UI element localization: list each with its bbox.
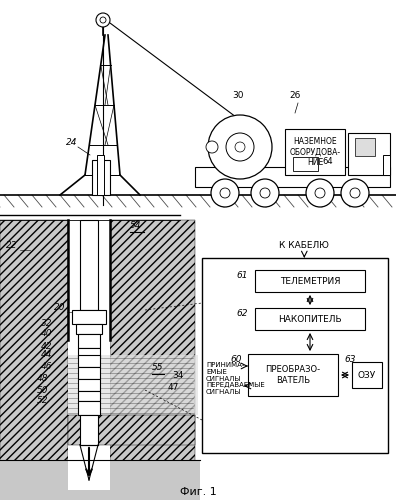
Bar <box>68 355 198 415</box>
Circle shape <box>100 17 106 23</box>
Text: 44: 44 <box>40 350 52 359</box>
Text: К КАБЕЛЮ: К КАБЕЛЮ <box>279 240 329 250</box>
Bar <box>78 379 100 391</box>
Text: 26: 26 <box>289 91 301 100</box>
Circle shape <box>350 188 360 198</box>
Circle shape <box>260 188 270 198</box>
Circle shape <box>341 179 369 207</box>
Bar <box>80 415 98 445</box>
Text: 50: 50 <box>36 386 48 395</box>
Circle shape <box>226 133 254 161</box>
Circle shape <box>96 13 110 27</box>
Bar <box>255 308 365 330</box>
Circle shape <box>208 115 272 179</box>
Bar <box>78 391 100 401</box>
Bar <box>78 355 100 367</box>
Text: ПРИНИМА-
ЕМЫЕ
СИГНАЛЫ: ПРИНИМА- ЕМЫЕ СИГНАЛЫ <box>206 362 244 382</box>
Bar <box>68 415 195 445</box>
Circle shape <box>206 141 218 153</box>
Bar <box>80 220 98 310</box>
Text: 60: 60 <box>230 355 242 364</box>
Bar <box>285 129 345 175</box>
Bar <box>0 460 200 500</box>
Text: 48: 48 <box>36 374 48 383</box>
Text: 47: 47 <box>168 383 179 392</box>
Bar <box>255 270 365 292</box>
Bar <box>78 367 100 379</box>
Bar <box>92 160 110 195</box>
Circle shape <box>220 188 230 198</box>
Bar <box>348 133 390 175</box>
Text: ПРЕОБРАЗО-
ВАТЕЛЬ: ПРЕОБРАЗО- ВАТЕЛЬ <box>265 366 321 384</box>
Text: НАКОПИТЕЛЬ: НАКОПИТЕЛЬ <box>278 314 342 324</box>
Circle shape <box>235 142 245 152</box>
Text: 34: 34 <box>172 371 183 380</box>
Text: ОЗУ: ОЗУ <box>358 370 376 380</box>
Bar <box>76 324 102 334</box>
Bar <box>78 348 100 358</box>
Bar <box>248 354 338 396</box>
Text: Фиг. 1: Фиг. 1 <box>180 487 216 497</box>
Text: 54: 54 <box>130 221 141 230</box>
Text: 24: 24 <box>66 138 78 147</box>
Text: 30: 30 <box>232 91 244 100</box>
Bar <box>383 155 390 175</box>
Text: 55: 55 <box>152 363 164 372</box>
Text: ПЕРЕДАВАЕМЫЕ
СИГНАЛЫ: ПЕРЕДАВАЕМЫЕ СИГНАЛЫ <box>206 382 265 395</box>
Bar <box>0 220 68 490</box>
Text: 63: 63 <box>344 355 356 364</box>
Text: ТЕЛЕМЕТРИЯ: ТЕЛЕМЕТРИЯ <box>280 276 340 285</box>
Circle shape <box>315 188 325 198</box>
Bar <box>78 334 100 348</box>
Bar <box>355 138 375 156</box>
Text: 40: 40 <box>40 329 52 338</box>
Text: 32: 32 <box>40 319 52 328</box>
Bar <box>202 258 388 453</box>
Circle shape <box>211 179 239 207</box>
Text: 46: 46 <box>40 362 52 371</box>
Circle shape <box>251 179 279 207</box>
Text: 22: 22 <box>6 241 18 250</box>
Circle shape <box>306 179 334 207</box>
Bar <box>97 155 104 195</box>
Text: 61: 61 <box>236 271 248 280</box>
Text: НАЗЕМНОЕ
ОБОРУДОВА-
НИЕ: НАЗЕМНОЕ ОБОРУДОВА- НИЕ <box>289 137 341 167</box>
Bar <box>110 220 195 490</box>
Bar <box>352 362 382 388</box>
Text: 20: 20 <box>53 303 65 312</box>
Bar <box>68 220 110 490</box>
Bar <box>195 167 390 187</box>
Bar <box>78 401 100 415</box>
Bar <box>293 157 318 171</box>
Bar <box>72 310 106 324</box>
Text: 52: 52 <box>36 396 48 405</box>
Text: 42: 42 <box>40 342 52 351</box>
Text: 64: 64 <box>322 157 333 166</box>
Text: 62: 62 <box>236 309 248 318</box>
